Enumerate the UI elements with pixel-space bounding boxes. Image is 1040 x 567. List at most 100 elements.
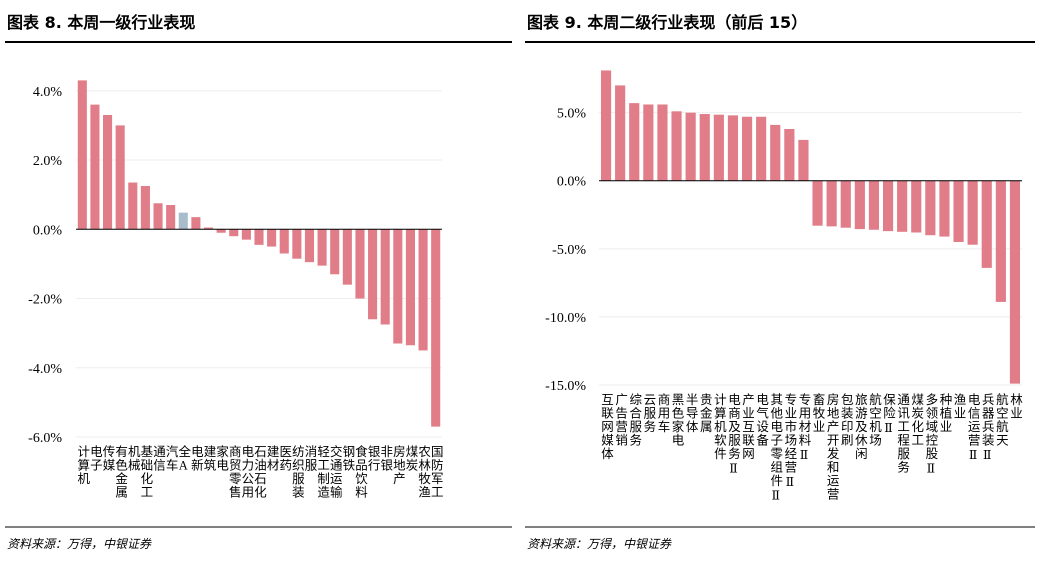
x-tick-label: 银行 bbox=[366, 445, 380, 472]
x-tick-label: 兵器兵装Ⅱ bbox=[980, 393, 994, 463]
bar bbox=[229, 229, 239, 237]
x-tick-label: 专用材料Ⅱ bbox=[796, 392, 810, 463]
bar bbox=[854, 180, 865, 230]
x-tick-label: 保险Ⅱ bbox=[881, 393, 895, 436]
x-tick-label: 计算机软件 bbox=[712, 393, 726, 461]
y-tick-label: 0.0% bbox=[33, 223, 63, 238]
x-tick-label: 煤炭化工 bbox=[909, 393, 923, 447]
bar bbox=[292, 229, 302, 259]
x-tick-label: 互联网媒体 bbox=[599, 393, 613, 461]
bar bbox=[798, 139, 809, 181]
x-tick-label: 其他电子零组件Ⅱ bbox=[768, 393, 782, 504]
x-tick-label: 电力公用 bbox=[239, 445, 253, 499]
source-note: 资料来源：万得，中银证券 bbox=[527, 537, 672, 551]
x-tick-label: 医药 bbox=[277, 445, 291, 472]
bar bbox=[615, 85, 626, 181]
x-tick-label: 旅游及休闲 bbox=[853, 393, 867, 461]
bar bbox=[770, 124, 781, 181]
bar bbox=[405, 229, 415, 346]
x-tick-label: 计算机 bbox=[75, 445, 89, 486]
bar bbox=[629, 103, 640, 181]
x-tick-label: 综合服务 bbox=[627, 393, 641, 447]
bar bbox=[368, 229, 378, 320]
x-tick-label: 国防军工 bbox=[429, 445, 443, 499]
bar bbox=[216, 229, 226, 233]
bar bbox=[103, 115, 113, 230]
bar bbox=[178, 212, 188, 230]
bar bbox=[166, 205, 176, 230]
x-tick-label: 产业互联网 bbox=[740, 393, 754, 461]
y-tick-label: -6.0% bbox=[28, 431, 62, 446]
x-tick-label: 传媒 bbox=[101, 444, 115, 472]
bar bbox=[380, 229, 390, 325]
x-tick-label: 纺织服装 bbox=[290, 445, 304, 499]
x-tick-label: 钢铁 bbox=[340, 445, 354, 472]
x-tick-label: 非银 bbox=[378, 445, 392, 472]
x-tick-label: 有色金属 bbox=[113, 445, 127, 499]
bar bbox=[418, 229, 428, 351]
x-tick-label: 电气设备 bbox=[754, 393, 768, 447]
y-tick-label: -10.0% bbox=[545, 311, 586, 326]
bar bbox=[939, 180, 950, 237]
bar bbox=[882, 180, 894, 232]
x-tick-label: 航空航天 bbox=[994, 392, 1008, 447]
chart-title: 图表 8. 本周一级行业表现 bbox=[7, 13, 195, 32]
x-tick-label: 农林牧渔 bbox=[416, 445, 430, 499]
bar bbox=[699, 114, 710, 181]
x-tick-label: 家电 bbox=[214, 444, 228, 472]
bar bbox=[140, 185, 150, 230]
bar bbox=[1009, 180, 1021, 384]
y-tick-label: -2.0% bbox=[28, 293, 62, 308]
x-tick-label: 电子 bbox=[88, 445, 102, 472]
x-tick-label: 煤炭 bbox=[403, 445, 417, 472]
y-tick-label: 5.0% bbox=[557, 107, 587, 122]
bar bbox=[925, 180, 936, 236]
y-tick-label: -4.0% bbox=[28, 362, 62, 377]
x-tick-label: 电新 bbox=[189, 445, 203, 472]
x-tick-label: 轻工制造 bbox=[315, 445, 329, 499]
x-tick-label: 种植业 bbox=[937, 393, 951, 434]
x-tick-label: 电信运营Ⅱ bbox=[966, 393, 980, 463]
bar bbox=[90, 104, 100, 230]
chart-title: 图表 9. 本周二级行业表现（前后 15） bbox=[527, 13, 807, 32]
y-tick-label: 0.0% bbox=[557, 175, 587, 190]
x-tick-label: 畜牧业 bbox=[811, 392, 825, 434]
bar bbox=[840, 180, 851, 228]
bar bbox=[342, 229, 352, 285]
x-tick-label: 渔业 bbox=[952, 393, 966, 420]
bar bbox=[981, 180, 992, 268]
x-tick-label: 专业市场经营Ⅱ bbox=[782, 392, 796, 490]
x-tick-label: 房地产 bbox=[391, 444, 405, 486]
x-tick-label: 半导体 bbox=[684, 393, 698, 434]
x-tick-label: 房地产开发和运营 bbox=[825, 392, 839, 501]
x-tick-label: 航空机场 bbox=[867, 392, 881, 447]
x-tick-label: 电商及服务Ⅱ bbox=[726, 393, 740, 477]
bar bbox=[203, 227, 214, 230]
bar bbox=[756, 116, 767, 181]
bar bbox=[128, 182, 138, 230]
bar bbox=[911, 180, 922, 233]
bar bbox=[713, 114, 724, 181]
x-tick-label: 机械 bbox=[126, 445, 140, 472]
bar bbox=[727, 115, 739, 181]
x-tick-label: 商贸零售 bbox=[227, 444, 241, 499]
x-tick-label: 林业 bbox=[1008, 393, 1022, 420]
bar bbox=[826, 180, 837, 227]
x-tick-label: 黑色家电 bbox=[670, 393, 684, 447]
bar bbox=[657, 104, 668, 181]
x-tick-label: 石油石化 bbox=[252, 445, 266, 499]
bar bbox=[671, 111, 682, 181]
x-tick-label: 云服务 bbox=[641, 393, 655, 434]
y-tick-label: 2.0% bbox=[33, 154, 63, 169]
x-tick-label: 建材 bbox=[265, 445, 279, 472]
bar bbox=[153, 203, 163, 230]
bar bbox=[685, 112, 696, 181]
bar bbox=[267, 229, 277, 247]
x-tick-label: 食品饮料 bbox=[353, 444, 367, 499]
y-tick-label: 4.0% bbox=[33, 85, 63, 100]
bar bbox=[355, 229, 365, 299]
bar bbox=[812, 180, 823, 226]
bar bbox=[741, 116, 753, 181]
x-tick-label: 基础化工 bbox=[138, 445, 152, 499]
